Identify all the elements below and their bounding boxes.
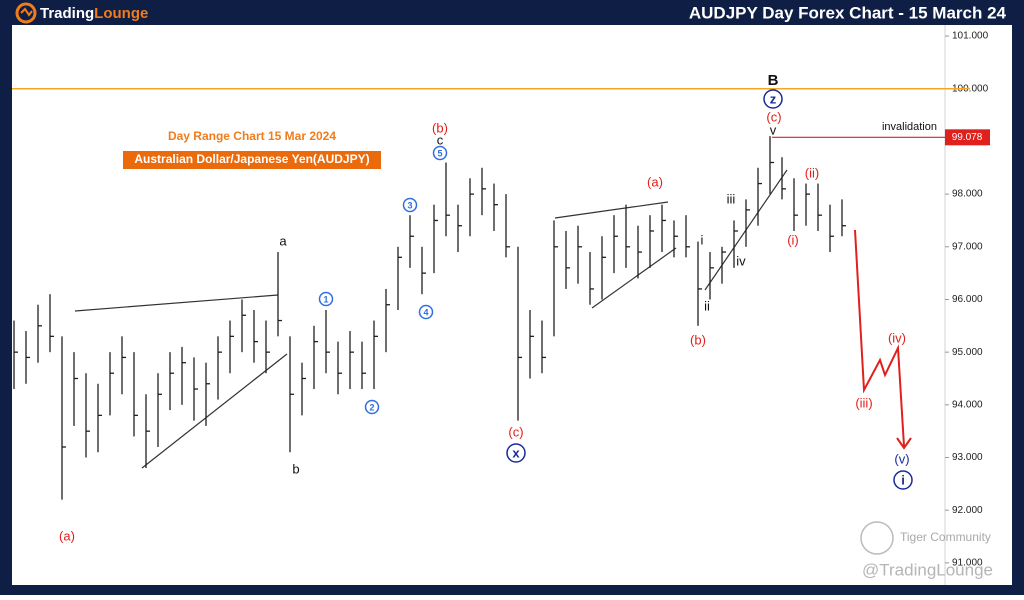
pair-box [123,151,381,169]
wave-label: (iii) [855,395,872,410]
wave-label: 5 [437,148,442,158]
wave-label: x [512,445,520,460]
y-tick-label: 91.000 [952,558,983,569]
wave-label: (c) [766,109,781,124]
y-tick-label: 101.000 [952,31,989,42]
wave-label: 4 [423,307,428,317]
wave-label: 1 [323,294,328,304]
watermark-icon [860,521,894,555]
y-tick-label: 100.000 [952,83,989,94]
chart-subtitle: Day Range Chart 15 Mar 2024 [168,129,336,143]
wave-label: (ii) [805,165,819,180]
y-tick-label: 97.000 [952,241,983,252]
wave-circle [364,399,380,415]
wave-label: ii [704,298,710,313]
plot-background [12,25,1012,585]
wave-label: i [901,472,905,487]
wave-circle [893,470,913,490]
invalidation-label: invalidation [882,121,937,133]
wave-label: (i) [787,232,799,247]
wave-label: 3 [407,200,412,210]
y-tick-label: 92.000 [952,505,983,516]
wave-label: (c) [508,424,523,439]
triangle-line [554,201,669,219]
logo-text: TradingLounge [40,5,148,22]
wave-label: v [770,122,777,137]
wave-label: B [768,72,779,89]
wave-label: iii [727,191,736,206]
logo-second: Lounge [94,5,148,22]
triangle-line [141,353,288,469]
wave-label: (a) [59,528,75,543]
logo-first: Trading [40,5,94,22]
wave-circle [506,443,526,463]
y-tick-label: 94.000 [952,399,983,410]
chart-title: AUDJPY Day Forex Chart - 15 March 24 [689,3,1007,22]
wave-label: (iv) [888,330,906,345]
y-tick-label: 98.000 [952,189,983,200]
wave-label: (v) [894,451,909,466]
triangle-line [74,294,279,312]
triangle-line [591,247,677,309]
invalidation-box [945,129,990,146]
wave-label: 2 [369,402,374,412]
wave-label: c [437,132,444,147]
watermark-handle: @TradingLounge [862,560,993,579]
wave-label: (b) [690,332,706,347]
watermark-community: Tiger Community [900,530,991,544]
wave-circle [318,291,334,307]
wave-circle [402,197,418,213]
logo-icon-mark [20,7,33,17]
wave-label: a [279,233,287,248]
wave-label: (a) [647,174,663,189]
pair-label: Australian Dollar/Japanese Yen(AUDJPY) [134,152,369,166]
invalidation-value: 99.078 [952,132,983,143]
projection-arrow [896,437,912,450]
wave-label: (b) [432,120,448,135]
wave-label: iv [736,253,746,268]
wave-label: z [770,91,777,106]
y-tick-label: 96.000 [952,294,983,305]
wave-label: b [292,461,299,476]
logo-icon [15,2,37,24]
wave-circle [432,145,448,161]
wave-circle [418,304,434,320]
y-tick-label: 95.000 [952,347,983,358]
wave-label: i [701,232,704,247]
projection-path [854,229,905,447]
y-tick-label: 93.000 [952,452,983,463]
wave-circle [763,89,783,109]
